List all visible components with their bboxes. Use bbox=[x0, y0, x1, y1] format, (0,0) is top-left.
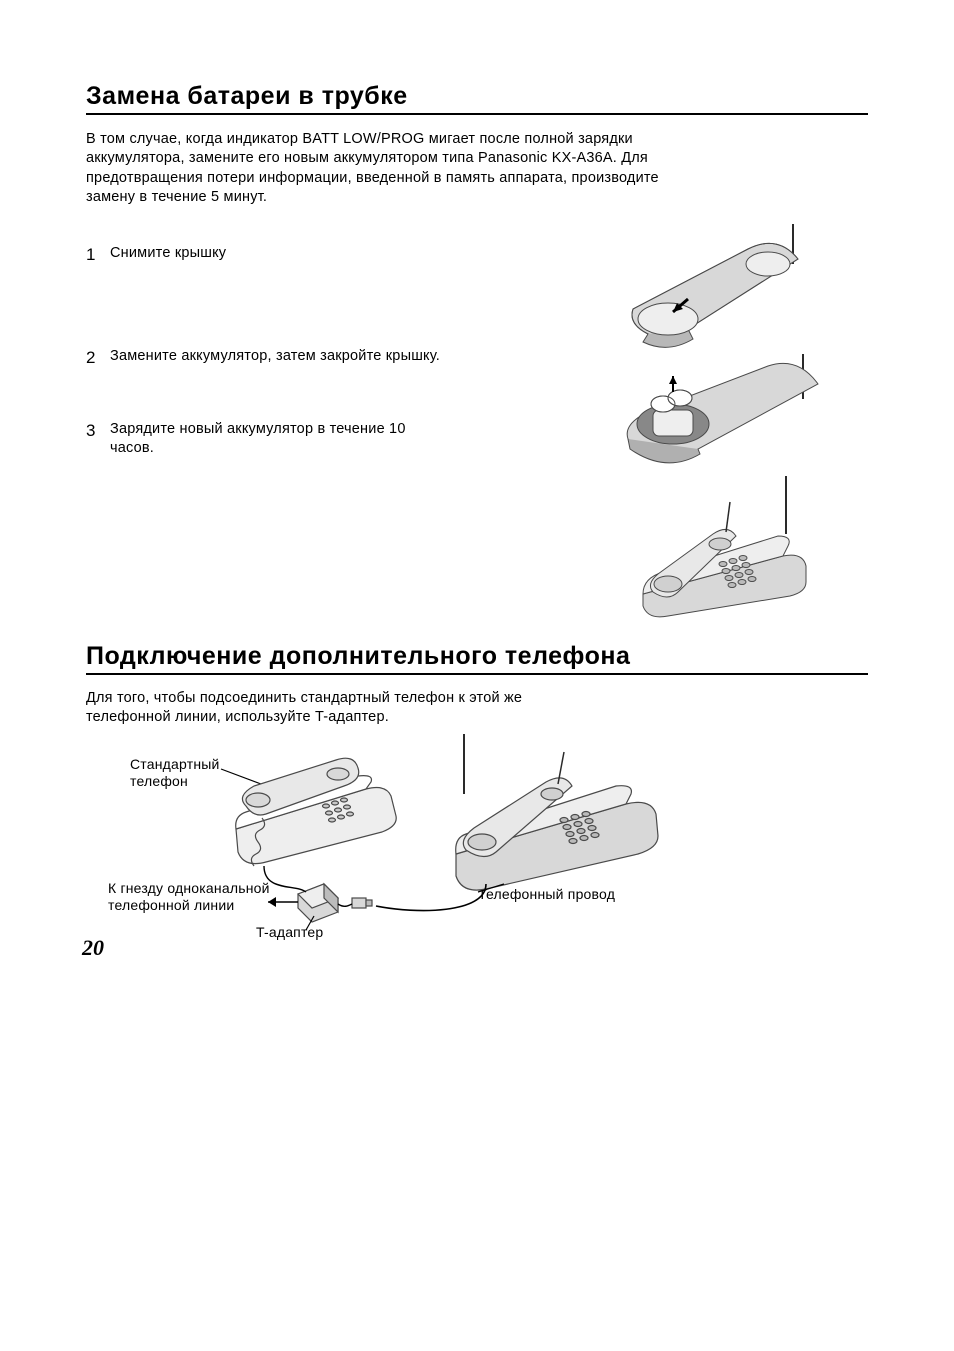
section2-title: Подключение дополнительного телефона bbox=[86, 642, 868, 671]
page-number: 20 bbox=[82, 935, 104, 961]
step-text: Зарядите новый аккумулятор в течение 10 … bbox=[110, 420, 446, 459]
step-3: 3 Зарядите новый аккумулятор в течение 1… bbox=[86, 420, 446, 459]
step-number: 1 bbox=[86, 244, 110, 267]
step-text: Снимите крышку bbox=[110, 244, 446, 264]
section2-intro: Для того, чтобы подсоединить стандартный… bbox=[86, 689, 526, 728]
step-text: Замените аккумулятор, затем закройте кры… bbox=[110, 347, 446, 367]
step-number: 2 bbox=[86, 347, 110, 370]
section1-rule bbox=[86, 113, 868, 115]
steps-block: 1 Снимите крышку 2 Замените аккумулятор,… bbox=[86, 244, 868, 604]
illus-step3 bbox=[578, 474, 878, 624]
section2-rule bbox=[86, 673, 868, 675]
step-1: 1 Снимите крышку bbox=[86, 244, 446, 267]
connection-diagram: Стандартный телефон К гнезду одноканальн… bbox=[86, 734, 868, 994]
step-2: 2 Замените аккумулятор, затем закройте к… bbox=[86, 347, 446, 370]
section1-title: Замена батареи в трубке bbox=[86, 82, 868, 111]
illus-step2 bbox=[578, 354, 878, 474]
illus-step1 bbox=[578, 224, 878, 354]
step-number: 3 bbox=[86, 420, 110, 443]
illustrations-right bbox=[578, 224, 878, 624]
section1-intro: В том случае, когда индикатор BATT LOW/P… bbox=[86, 130, 706, 208]
